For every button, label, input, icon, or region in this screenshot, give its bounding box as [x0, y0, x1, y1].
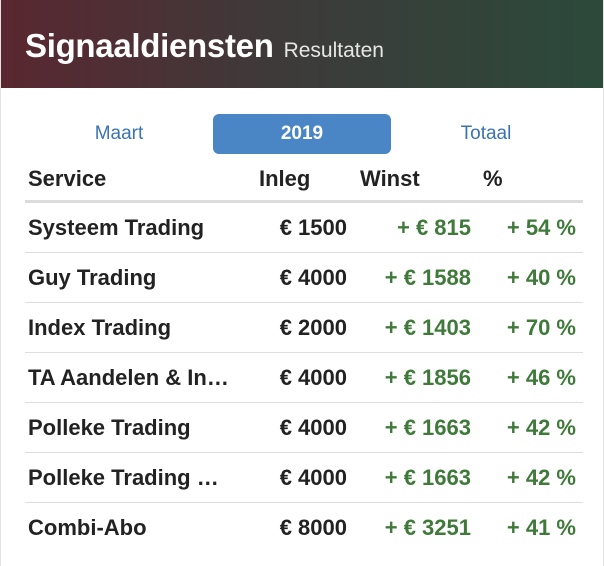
percent-value: + 42 %	[506, 465, 576, 490]
table-row: Polleke Trading … € 4000 + € 1663 + 42 %	[25, 453, 583, 503]
column-header-service: Service	[28, 166, 107, 191]
percent-value: + 40 %	[506, 265, 576, 290]
column-header-inleg: Inleg	[259, 166, 311, 191]
inleg-value: € 2000	[279, 315, 347, 340]
inleg-value: € 4000	[279, 415, 347, 440]
winst-value: + € 1856	[384, 365, 471, 390]
percent-value: + 54 %	[506, 215, 576, 240]
inleg-value: € 4000	[279, 465, 347, 490]
column-header-winst: Winst	[360, 166, 420, 191]
winst-value: + € 1588	[384, 265, 471, 290]
service-name[interactable]: TA Aandelen & In…	[28, 365, 229, 390]
winst-value: + € 1403	[384, 315, 471, 340]
widget-subtitle: Resultaten	[283, 39, 384, 62]
table-header: Service Inleg Winst %	[25, 160, 583, 203]
widget-title: Signaaldiensten	[25, 27, 274, 64]
inleg-value: € 8000	[279, 515, 347, 540]
table-row: Systeem Trading € 1500 + € 815 + 54 %	[25, 203, 583, 253]
period-tabs: Maart 2019 Totaal	[25, 114, 581, 154]
table-row: Index Trading € 2000 + € 1403 + 70 %	[25, 303, 583, 353]
tab-maart[interactable]: Maart	[94, 123, 144, 144]
percent-value: + 42 %	[506, 415, 576, 440]
table-row: Polleke Trading € 4000 + € 1663 + 42 %	[25, 403, 583, 453]
winst-value: + € 815	[396, 215, 471, 240]
service-name[interactable]: Systeem Trading	[28, 215, 205, 240]
widget-header: Signaaldiensten Resultaten	[1, 0, 603, 88]
service-name[interactable]: Polleke Trading …	[28, 465, 219, 490]
winst-value: + € 1663	[384, 465, 471, 490]
inleg-value: € 4000	[279, 365, 347, 390]
service-name[interactable]: Guy Trading	[28, 265, 157, 290]
table-body: Systeem Trading € 1500 + € 815 + 54 % Gu…	[25, 203, 583, 552]
inleg-value: € 4000	[279, 265, 347, 290]
column-header-percent: %	[483, 166, 503, 191]
percent-value: + 70 %	[506, 315, 576, 340]
service-name[interactable]: Index Trading	[28, 315, 172, 340]
table-row: Guy Trading € 4000 + € 1588 + 40 %	[25, 253, 583, 303]
table-row: Combi-Abo € 8000 + € 3251 + 41 %	[25, 503, 583, 552]
winst-value: + € 3251	[384, 515, 471, 540]
percent-value: + 46 %	[506, 365, 576, 390]
service-name[interactable]: Polleke Trading	[28, 415, 191, 440]
percent-value: + 41 %	[506, 515, 576, 540]
service-name[interactable]: Combi-Abo	[28, 515, 147, 540]
tab-totaal[interactable]: Totaal	[460, 123, 512, 144]
winst-value: + € 1663	[384, 415, 471, 440]
inleg-value: € 1500	[279, 215, 347, 240]
table-row: TA Aandelen & In… € 4000 + € 1856 + 46 %	[25, 353, 583, 403]
tab-2019[interactable]: 2019	[213, 114, 391, 154]
